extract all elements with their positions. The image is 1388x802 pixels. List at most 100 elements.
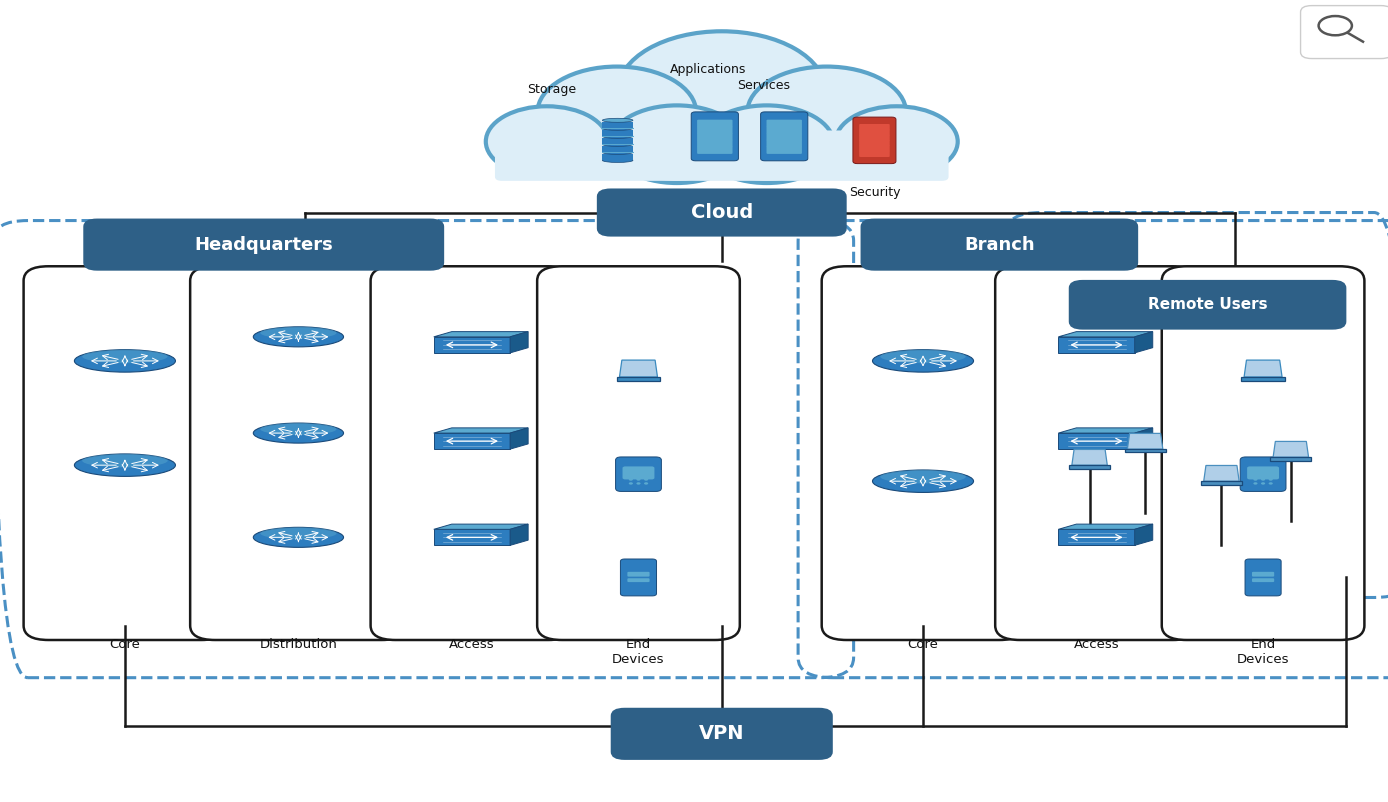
Circle shape xyxy=(644,478,648,480)
FancyBboxPatch shape xyxy=(766,140,802,148)
FancyBboxPatch shape xyxy=(766,126,802,134)
Ellipse shape xyxy=(602,127,633,131)
Ellipse shape xyxy=(75,350,175,372)
Polygon shape xyxy=(1244,360,1283,377)
FancyBboxPatch shape xyxy=(1246,467,1278,480)
FancyBboxPatch shape xyxy=(852,117,897,164)
FancyBboxPatch shape xyxy=(859,129,890,136)
Ellipse shape xyxy=(82,350,168,363)
Circle shape xyxy=(609,105,744,183)
FancyBboxPatch shape xyxy=(1252,572,1274,577)
Circle shape xyxy=(636,475,640,476)
Polygon shape xyxy=(616,377,661,381)
Polygon shape xyxy=(433,337,511,353)
Polygon shape xyxy=(433,529,511,545)
FancyBboxPatch shape xyxy=(190,266,407,640)
FancyBboxPatch shape xyxy=(1301,6,1388,59)
Circle shape xyxy=(1253,478,1258,480)
Circle shape xyxy=(836,107,958,177)
Polygon shape xyxy=(1059,529,1135,545)
FancyBboxPatch shape xyxy=(766,119,802,128)
FancyBboxPatch shape xyxy=(859,135,890,141)
FancyBboxPatch shape xyxy=(597,188,847,237)
Circle shape xyxy=(1269,478,1273,480)
FancyBboxPatch shape xyxy=(859,140,890,147)
Polygon shape xyxy=(1124,449,1166,452)
Polygon shape xyxy=(433,428,527,433)
FancyBboxPatch shape xyxy=(496,131,948,181)
FancyBboxPatch shape xyxy=(602,154,633,160)
Circle shape xyxy=(636,478,640,480)
FancyBboxPatch shape xyxy=(697,146,733,154)
Text: Storage: Storage xyxy=(527,83,576,96)
Text: Remote Users: Remote Users xyxy=(1148,298,1267,312)
Polygon shape xyxy=(1072,449,1108,465)
Circle shape xyxy=(1260,478,1266,480)
FancyBboxPatch shape xyxy=(602,130,633,136)
FancyBboxPatch shape xyxy=(83,219,444,271)
Circle shape xyxy=(1269,482,1273,484)
Circle shape xyxy=(1260,482,1266,484)
Polygon shape xyxy=(511,525,527,545)
FancyBboxPatch shape xyxy=(371,266,573,640)
Polygon shape xyxy=(1201,481,1242,484)
Text: Core: Core xyxy=(110,638,140,650)
FancyBboxPatch shape xyxy=(1239,457,1285,492)
FancyBboxPatch shape xyxy=(859,151,890,157)
FancyBboxPatch shape xyxy=(602,146,633,152)
Text: Cloud: Cloud xyxy=(691,203,752,222)
Polygon shape xyxy=(433,332,527,337)
Text: Applications: Applications xyxy=(669,63,747,76)
Ellipse shape xyxy=(880,350,966,363)
Ellipse shape xyxy=(82,454,168,468)
Text: Branch: Branch xyxy=(965,236,1034,253)
Polygon shape xyxy=(1203,465,1239,481)
FancyBboxPatch shape xyxy=(766,146,802,154)
Circle shape xyxy=(629,482,633,484)
Circle shape xyxy=(1260,475,1266,476)
Ellipse shape xyxy=(261,327,336,339)
Polygon shape xyxy=(511,332,527,353)
Polygon shape xyxy=(1059,428,1152,433)
FancyBboxPatch shape xyxy=(627,578,650,582)
Ellipse shape xyxy=(253,327,344,346)
Polygon shape xyxy=(1127,433,1163,449)
Text: Distribution: Distribution xyxy=(260,638,337,650)
Text: Access: Access xyxy=(450,638,494,650)
Polygon shape xyxy=(1059,525,1152,529)
Text: Access: Access xyxy=(1074,638,1119,650)
Circle shape xyxy=(644,475,648,476)
Ellipse shape xyxy=(602,143,633,146)
Circle shape xyxy=(1253,482,1258,484)
Polygon shape xyxy=(1273,441,1309,457)
Ellipse shape xyxy=(75,454,175,476)
Ellipse shape xyxy=(261,528,336,540)
FancyBboxPatch shape xyxy=(766,133,802,140)
Polygon shape xyxy=(1059,433,1135,449)
Circle shape xyxy=(629,478,633,480)
FancyBboxPatch shape xyxy=(622,467,654,480)
Circle shape xyxy=(629,475,633,476)
Circle shape xyxy=(1253,475,1258,476)
Circle shape xyxy=(636,482,640,484)
FancyBboxPatch shape xyxy=(537,266,740,640)
FancyBboxPatch shape xyxy=(761,112,808,161)
Circle shape xyxy=(1269,475,1273,476)
FancyBboxPatch shape xyxy=(697,126,733,134)
Text: Core: Core xyxy=(908,638,938,650)
Polygon shape xyxy=(1059,337,1135,353)
Text: End
Devices: End Devices xyxy=(612,638,665,666)
FancyBboxPatch shape xyxy=(620,559,657,596)
FancyBboxPatch shape xyxy=(1252,578,1274,582)
FancyBboxPatch shape xyxy=(822,266,1024,640)
Ellipse shape xyxy=(253,423,344,443)
FancyBboxPatch shape xyxy=(691,112,738,161)
Ellipse shape xyxy=(880,470,966,484)
Ellipse shape xyxy=(602,159,633,163)
Text: VPN: VPN xyxy=(700,724,744,743)
Circle shape xyxy=(747,67,906,158)
FancyBboxPatch shape xyxy=(24,266,226,640)
Polygon shape xyxy=(1059,332,1152,337)
Ellipse shape xyxy=(602,119,633,123)
FancyBboxPatch shape xyxy=(1069,280,1346,330)
